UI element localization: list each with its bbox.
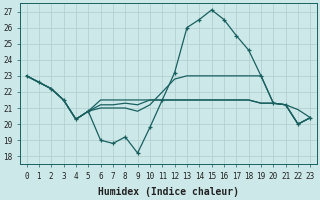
- X-axis label: Humidex (Indice chaleur): Humidex (Indice chaleur): [98, 186, 239, 197]
